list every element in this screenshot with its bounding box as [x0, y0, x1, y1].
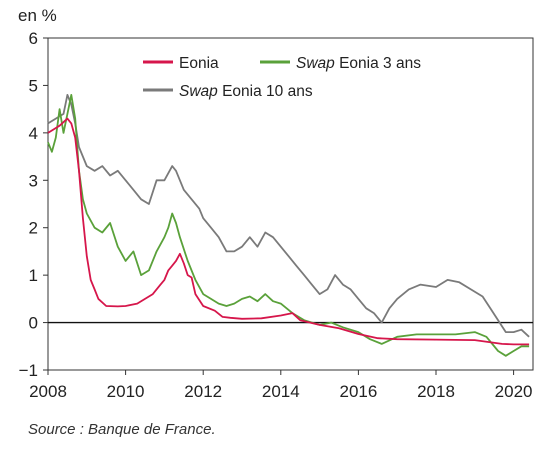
y-tick-label: 1 [29, 266, 38, 285]
x-tick-label: 2016 [339, 382, 377, 401]
legend-eonia-label: Eonia [179, 55, 219, 72]
y-tick-label: 5 [29, 76, 38, 95]
x-tick-label: 2010 [107, 382, 145, 401]
series-line-eonia [47, 117, 530, 346]
series-line-eonia-3-ans [47, 94, 530, 357]
y-tick-label: −1 [19, 361, 38, 380]
x-tick-label: 2020 [495, 382, 533, 401]
y-tick-label: 4 [29, 124, 38, 143]
source-note: Source : Banque de France. [28, 421, 216, 438]
y-tick-label: 0 [29, 314, 38, 333]
series-line-eonia-10-ans [47, 94, 530, 338]
x-tick-label: 2014 [262, 382, 300, 401]
legend-eonia-10-ans-label: Swap Eonia 10 ans [179, 83, 313, 100]
y-tick-label: 3 [29, 171, 38, 190]
x-tick-label: 2008 [29, 382, 67, 401]
y-tick-label: 6 [29, 29, 38, 48]
y-tick-label: 2 [29, 219, 38, 238]
x-tick-label: 2012 [184, 382, 222, 401]
y-axis-unit-label: en % [18, 6, 57, 25]
plot-frame [47, 37, 534, 371]
x-tick-label: 2018 [417, 382, 455, 401]
legend-box [133, 48, 451, 104]
legend-eonia-3-ans-label: Swap Eonia 3 ans [296, 55, 421, 72]
